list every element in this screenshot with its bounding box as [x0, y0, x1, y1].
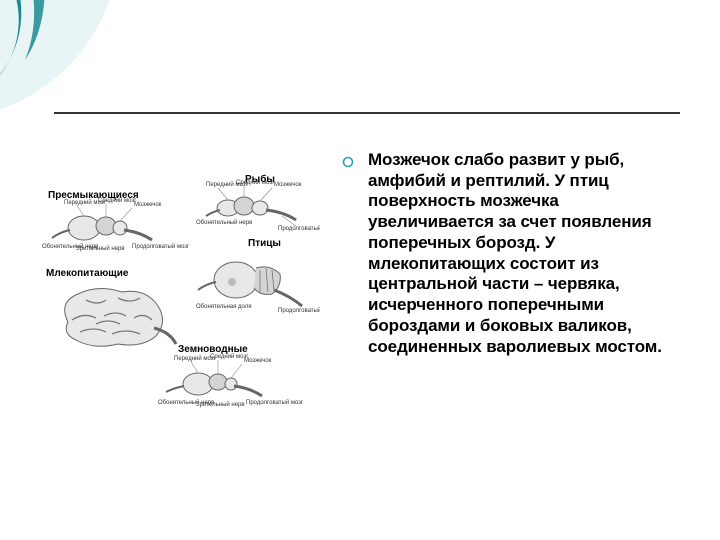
- mammal-brain-icon: [65, 288, 176, 346]
- group-title-birds: Птицы: [248, 238, 281, 249]
- svg-text:Зрительный нерв: Зрительный нерв: [76, 245, 125, 252]
- body-paragraph: Мозжечок слабо развит у рыб, амфибий и р…: [368, 150, 680, 357]
- svg-text:Мозжечок: Мозжечок: [134, 202, 162, 208]
- svg-text:Продолговатый мозг: Продолговатый мозг: [246, 399, 304, 406]
- group-title-mammals: Млекопитающие: [46, 268, 129, 279]
- svg-text:Средний мозг: Средний мозг: [98, 197, 137, 204]
- svg-text:Продолговатый мозг: Продолговатый мозг: [132, 243, 190, 250]
- svg-text:Мозжечок: Мозжечок: [274, 182, 302, 188]
- svg-text:Обонятельный нерв: Обонятельный нерв: [196, 219, 252, 226]
- brain-comparison-diagram: Рыбы Передний мозг Средний мозг Мозжечок…: [40, 150, 320, 432]
- title-divider: [54, 112, 680, 114]
- text-column: Мозжечок слабо развит у рыб, амфибий и р…: [338, 150, 680, 357]
- corner-decoration: [0, 0, 120, 120]
- svg-text:Зрительный нерв: Зрительный нерв: [196, 401, 245, 408]
- svg-text:Продолговатый мозг: Продолговатый мозг: [278, 225, 320, 232]
- content-row: Рыбы Передний мозг Средний мозг Мозжечок…: [40, 150, 680, 432]
- svg-text:Обонятельная доля: Обонятельная доля: [196, 304, 251, 310]
- svg-text:Средний мозг: Средний мозг: [236, 179, 275, 186]
- svg-text:Продолговатый мозг: Продолговатый мозг: [278, 307, 320, 314]
- bullet-icon: [342, 156, 354, 168]
- svg-text:Мозжечок: Мозжечок: [244, 358, 272, 364]
